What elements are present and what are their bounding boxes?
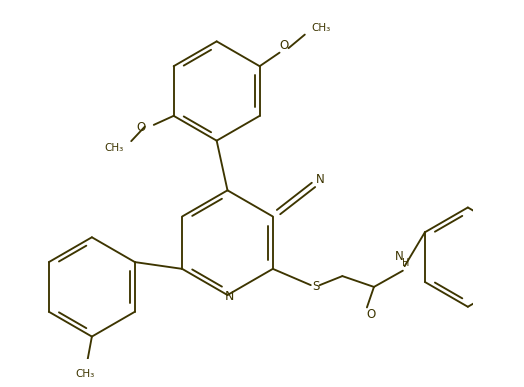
- Text: O: O: [137, 121, 146, 134]
- Text: O: O: [366, 308, 375, 321]
- Text: H: H: [402, 259, 409, 269]
- Text: N: N: [316, 173, 325, 186]
- Text: O: O: [279, 39, 289, 52]
- Text: CH₃: CH₃: [105, 143, 124, 153]
- Text: S: S: [312, 281, 320, 293]
- Text: CH₃: CH₃: [75, 370, 94, 380]
- Text: N: N: [395, 250, 403, 263]
- Text: CH₃: CH₃: [311, 23, 330, 33]
- Text: N: N: [225, 290, 234, 303]
